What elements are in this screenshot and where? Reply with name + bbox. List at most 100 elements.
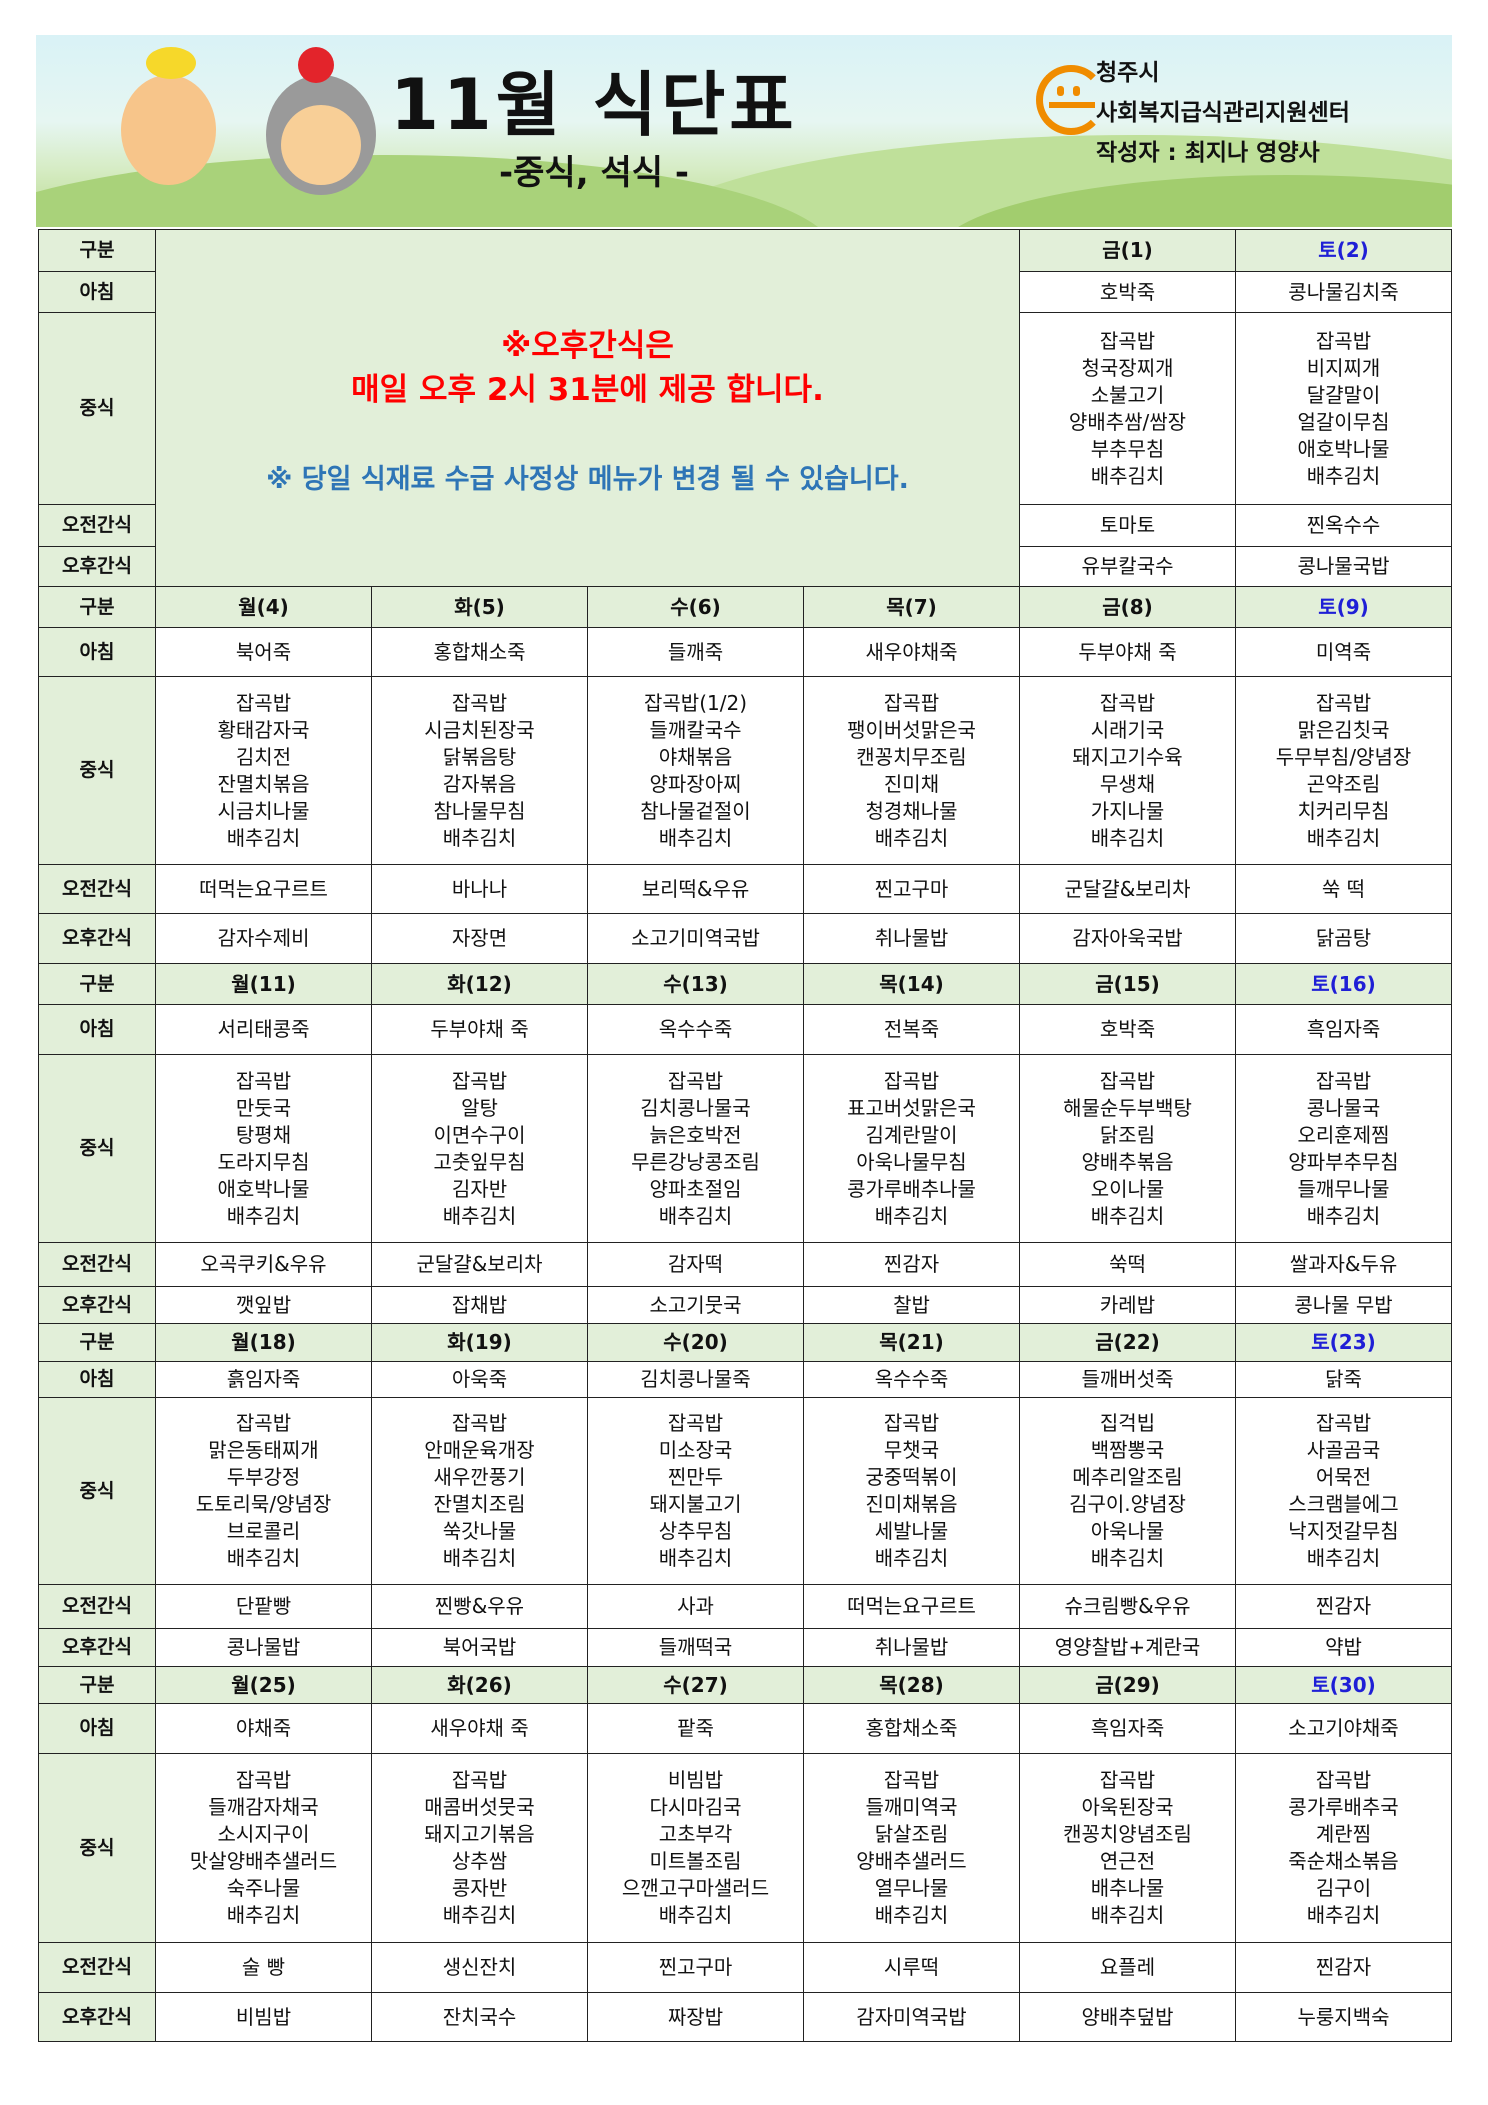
row-label: 구분 [38,1323,156,1362]
menu-item: 배추김치 [1306,463,1381,488]
breakfast-cell: 북어죽 [155,627,372,677]
row-label: 구분 [38,229,156,272]
row-label: 중식 [38,312,156,505]
menu-item: 잡곡밥 [1315,690,1372,715]
day-header: 목(14) [803,963,1020,1005]
menu-item: 김자반 [451,1176,508,1201]
lunch-menu-cell: 잡곡밥 맑은동태찌개 두부강정 도토리묵/양념장 브로콜리 배추김치 [155,1397,372,1585]
pm-snack-cell: 잡채밥 [371,1286,588,1324]
menu-item: 황태감자국 [217,717,310,742]
lunch-menu-cell: 잡곡밥 알탕 이면수구이 고춧잎무침 김자반 배추김치 [371,1054,588,1243]
menu-item: 백짬뽕국 [1090,1438,1165,1462]
menu-item: 시래기국 [1090,717,1165,742]
menu-item: 무른강낭콩조림 [631,1149,760,1174]
day-header: 월(4) [155,586,372,628]
menu-item: 쑥갓나물 [442,1519,517,1543]
menu-item: 매콤버섯뭇국 [424,1795,535,1819]
menu-item: 두무부침/양념장 [1275,744,1412,769]
menu-item: 들깨무나물 [1297,1176,1390,1201]
pm-snack-cell: 감자수제비 [155,913,372,964]
breakfast-cell: 들깨죽 [587,627,804,677]
menu-item: 배추김치 [442,1203,517,1228]
pm-snack-cell: 잔치국수 [371,1992,588,2042]
menu-item: 상추무침 [658,1519,733,1543]
menu-item: 도토리묵/양념장 [195,1492,332,1516]
day-header: 월(18) [155,1323,372,1362]
menu-item: 들깨감자채국 [208,1795,319,1819]
breakfast-cell: 흙임자죽 [155,1361,372,1398]
week-header-row: 구분 월(25) 화(26) 수(27) 목(28) 금(29) 토(30) [38,1666,1452,1704]
lunch-menu-cell: 잡곡밥 사골곰국 어묵전 스크램블에그 낙지젓갈무침 배추김치 [1235,1397,1452,1585]
pm-snack-cell: 취나물밥 [803,1628,1020,1667]
menu-item: 배추김치 [658,1546,733,1570]
menu-item: 잡곡밥 [1099,1768,1156,1792]
lunch-menu-cell: 잡곡밥 청국장찌개 소불고기 양배추쌈/쌈장 부추무침 배추김치 [1019,312,1236,505]
menu-item: 야채볶음 [658,744,733,769]
breakfast-cell: 홍합채소죽 [371,627,588,677]
menu-item: 상추쌈 [451,1849,508,1873]
menu-item: 들깨미역국 [865,1795,958,1819]
breakfast-cell: 콩나물김치죽 [1235,271,1452,313]
lunch-row: 중식 잡곡밥 청국장찌개 소불고기 양배추쌈/쌈장 부추무침 배추김치 잡곡밥 비지찌개 달걀말이… [38,312,1452,505]
menu-item: 스크램블에그 [1288,1492,1399,1516]
menu-item: 배추김치 [226,1203,301,1228]
row-label: 오전간식 [38,1584,156,1629]
menu-item: 잡곡밥 [1315,328,1372,353]
menu-item: 늙은호박전 [649,1122,742,1147]
menu-item: 배추김치 [874,1903,949,1927]
menu-item: 잡곡밥 [1099,1068,1156,1093]
lunch-menu-cell: 잡곡밥 들깨미역국 닭살조림 양배추샐러드 열무나물 배추김치 [803,1753,1020,1943]
breakfast-row: 아침 야채죽 새우야채 죽 팥죽 홍합채소죽 흑임자죽 소고기야채죽 [38,1703,1452,1754]
lunch-menu-cell: 잡곡밥 표고버섯맑은국 김계란말이 아욱나물무침 콩가루배추나물 배추김치 [803,1054,1020,1243]
am_snack-row: 오전간식 단팥빵 찐빵&우유 사과 떠먹는요구르트 슈크림빵&우유 찐감자 [38,1584,1452,1629]
am-snack-cell: 바나나 [371,864,588,914]
menu-item: 다시마김국 [649,1795,742,1819]
row-label: 구분 [38,586,156,628]
lunch-menu-cell: 잡곡밥 들깨감자채국 소시지구이 맛살양배추샐러드 숙주나물 배추김치 [155,1753,372,1943]
am-snack-cell: 떠먹는요구르트 [803,1584,1020,1629]
pm-snack-cell: 자장면 [371,913,588,964]
row-label: 오후간식 [38,913,156,964]
lunch-menu-cell: 잡곡밥 콩나물국 오리훈제찜 양파부추무침 들깨무나물 배추김치 [1235,1054,1452,1243]
breakfast-cell: 호박죽 [1019,271,1236,313]
breakfast-cell: 미역죽 [1235,627,1452,677]
org-city: 청주시 [1096,60,1160,86]
day-header: 화(19) [371,1323,588,1362]
row-label: 중식 [38,1054,156,1243]
menu-item: 돼지불고기 [649,1492,742,1516]
menu-item: 새우깐풍기 [433,1465,526,1489]
breakfast-cell: 들깨버섯죽 [1019,1361,1236,1398]
smile-logo-icon [1036,65,1106,135]
am_snack-row: 오전간식 오곡쿠키&우유 군달걀&보리차 감자떡 찐감자 쑥떡 쌀과자&두유 [38,1242,1452,1287]
day-header: 금(1) [1019,229,1236,272]
menu-item: 무챗국 [883,1438,940,1462]
menu-item: 잡곡밥 [883,1768,940,1792]
menu-item: 감자볶음 [442,771,517,796]
menu-item: 팽이버섯맑은국 [847,717,976,742]
menu-item: 고춧잎무침 [433,1149,526,1174]
menu-item: 숙주나물 [226,1876,301,1900]
row-label: 중식 [38,676,156,865]
week-header-row: 구분 ※오후간식은 매일 오후 2시 31분에 제공 합니다. ※ 당일 식재료 수급… [38,229,1452,587]
breakfast-cell: 닭죽 [1235,1361,1452,1398]
am-snack-cell: 떠먹는요구르트 [155,864,372,914]
am_snack-row: 오전간식 떠먹는요구르트 바나나 보리떡&우유 찐고구마 군달걀&보리차 쑥 떡 [38,864,1452,914]
row-label: 중식 [38,1753,156,1943]
menu-item: 소시지구이 [217,1822,310,1846]
menu-item: 죽순채소볶음 [1288,1849,1399,1873]
menu-item: 잡곡밥 [883,1068,940,1093]
am_snack-row: 오전간식 술 빵 생신잔치 찐고구마 시루떡 요플레 찐감자 [38,1942,1452,1993]
breakfast-cell: 김치콩나물죽 [587,1361,804,1398]
menu-item: 양파초절임 [649,1176,742,1201]
menu-item: 잡곡밥 [1099,328,1156,353]
day-header: 금(29) [1019,1666,1236,1704]
breakfast-cell: 옥수수죽 [803,1361,1020,1398]
organization-info: 청주시 사회복지급식관리지원센터 작성자 : 최지나 영양사 [1096,53,1350,173]
day-header: 수(20) [587,1323,804,1362]
menu-item: 배추김치 [1090,1546,1165,1570]
am-snack-cell: 오곡쿠키&우유 [155,1242,372,1287]
menu-item: 배추김치 [1090,825,1165,850]
pm-snack-cell: 영양찰밥+계란국 [1019,1628,1236,1667]
menu-item: 배추김치 [1306,825,1381,850]
menu-item: 양배추볶음 [1081,1149,1174,1174]
